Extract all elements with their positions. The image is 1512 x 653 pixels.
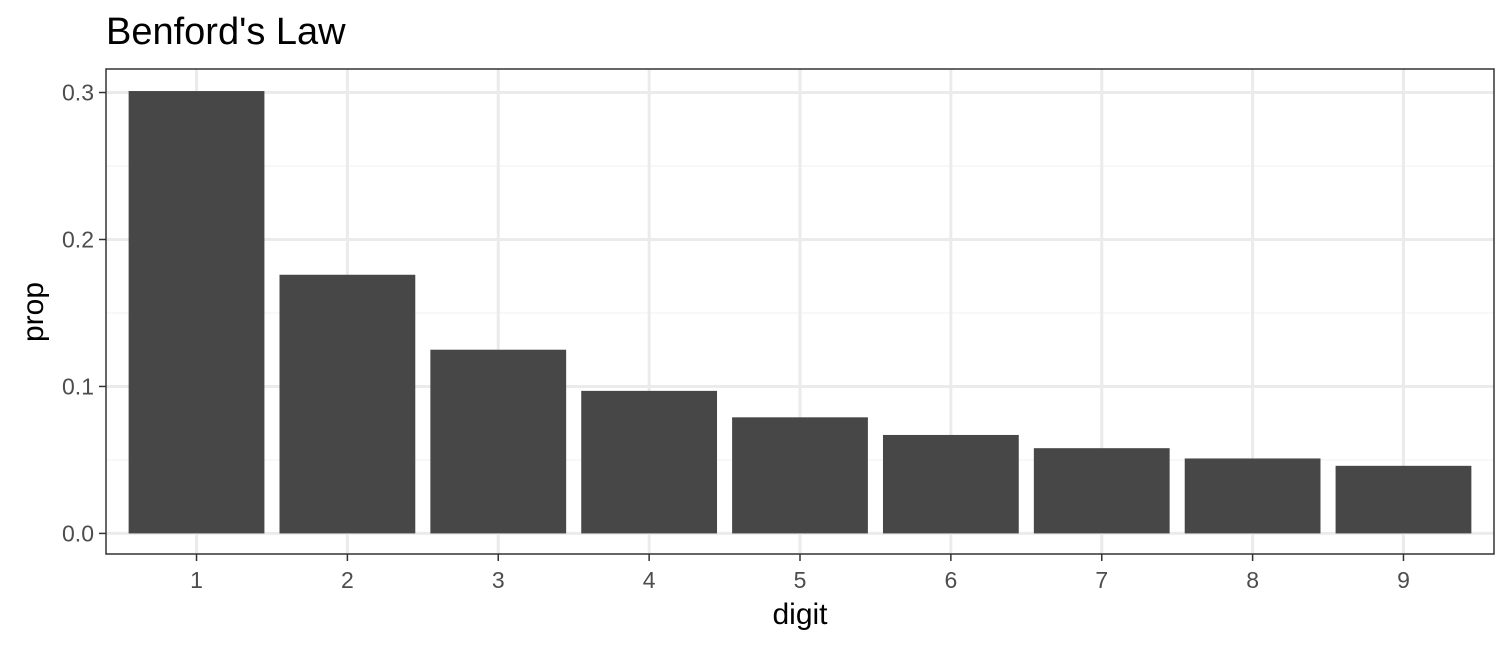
bar-digit-3 (430, 349, 567, 534)
x-tick-label: 4 (643, 567, 656, 593)
x-tick-label: 6 (944, 567, 957, 593)
bar-digit-4 (581, 390, 718, 534)
x-tick-label: 7 (1095, 567, 1108, 593)
x-tick-label: 2 (341, 567, 354, 593)
bars (128, 91, 1472, 534)
x-tick-label: 3 (492, 567, 505, 593)
x-axis-label: digit (772, 598, 828, 631)
bar-digit-1 (128, 91, 265, 534)
bar-digit-7 (1033, 448, 1170, 534)
y-axis: 0.0 0.1 0.2 0.3 (62, 80, 106, 546)
bar-digit-6 (882, 434, 1019, 534)
x-axis: 1 2 3 4 5 6 7 8 9 (190, 554, 1410, 593)
chart-title: Benford's Law (106, 11, 346, 53)
bar-digit-2 (279, 274, 416, 534)
y-tick-label: 0.3 (62, 80, 94, 106)
bar-digit-9 (1335, 465, 1472, 534)
bar-digit-8 (1184, 458, 1321, 534)
y-axis-label: prop (17, 282, 50, 342)
x-tick-label: 5 (794, 567, 807, 593)
y-tick-label: 0.1 (62, 373, 94, 399)
x-tick-label: 8 (1246, 567, 1259, 593)
y-tick-label: 0.0 (62, 520, 94, 546)
x-tick-label: 9 (1397, 567, 1410, 593)
y-tick-label: 0.2 (62, 226, 94, 252)
bar-digit-5 (732, 417, 868, 534)
x-tick-label: 1 (190, 567, 203, 593)
